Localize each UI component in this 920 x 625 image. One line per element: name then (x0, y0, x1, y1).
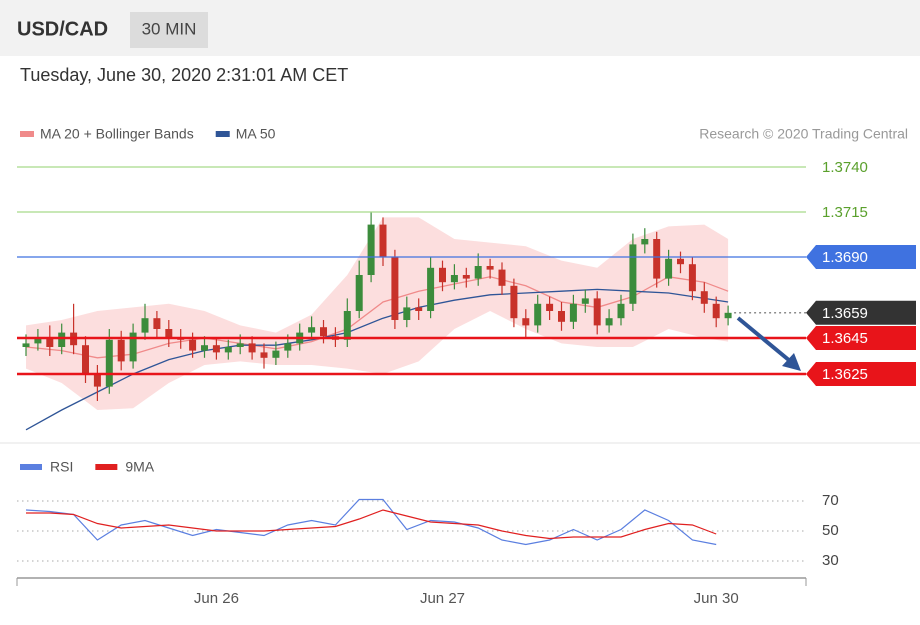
candle-body (355, 275, 363, 311)
candle-body (284, 343, 292, 351)
candle-body (236, 343, 244, 347)
candle-body (641, 239, 649, 245)
candle-body (22, 343, 30, 347)
candle-body (46, 338, 54, 347)
candle-body (617, 303, 625, 319)
candle-body (629, 244, 637, 304)
forecast-arrow (736, 316, 792, 363)
y-tick-label: 70 (822, 492, 839, 509)
candle-body (272, 350, 280, 358)
level-label: 1.3625 (822, 366, 868, 383)
symbol: USD/CAD (17, 18, 108, 40)
legend-swatch (20, 131, 34, 137)
candle-body (427, 267, 435, 311)
candle-body (415, 307, 423, 311)
y-tick-label: 30 (822, 552, 839, 569)
level-tag (806, 300, 916, 325)
candle-body (581, 298, 589, 304)
candle-body (700, 291, 708, 304)
bollinger-band (26, 217, 729, 410)
x-tick-label: Jun 30 (694, 590, 739, 607)
candle-body (189, 339, 197, 351)
candle-body (593, 298, 601, 326)
x-tick-label: Jun 27 (420, 590, 465, 607)
candle-body (712, 303, 720, 319)
candle-body (605, 318, 613, 326)
candle-body (391, 257, 399, 320)
candle-body (439, 267, 446, 283)
candle-body (688, 264, 696, 292)
candle-body (82, 345, 89, 374)
level-tag (806, 326, 916, 350)
candle-body (153, 318, 161, 329)
date: Tuesday, June 30, 2020 2:31:01 AM CET (20, 65, 348, 85)
candle-body (450, 275, 458, 283)
y-tick-label: 50 (822, 522, 839, 539)
legend-label: MA 50 (236, 126, 276, 142)
candle-body (534, 303, 542, 326)
candle-body (34, 338, 42, 344)
candle-body (320, 327, 327, 337)
candle-body (486, 266, 494, 270)
candle-body (260, 352, 268, 358)
level-label: 1.3715 (822, 204, 868, 221)
forecast-arrowhead (782, 353, 801, 371)
level-tag (806, 362, 916, 386)
series-line (26, 509, 717, 540)
candle-body (510, 285, 518, 319)
candle-body (367, 224, 375, 275)
legend-label: MA 20 + Bollinger Bands (40, 126, 194, 142)
candle-body (498, 269, 506, 286)
moving-average (25, 288, 729, 431)
level-label: 1.3740 (822, 159, 868, 176)
x-tick-label: Jun 26 (194, 590, 239, 607)
candle-body (558, 311, 565, 322)
candle-body (665, 258, 673, 279)
candle-body (201, 345, 208, 351)
candle-body (141, 318, 149, 333)
legend-label: 9MA (125, 459, 154, 475)
candle-body (677, 258, 684, 265)
candle-body (165, 329, 173, 338)
candle-body (462, 275, 470, 279)
candle-body (93, 374, 101, 387)
candle-body (653, 239, 661, 279)
legend-swatch (20, 464, 42, 470)
level-label: 1.3645 (822, 330, 868, 347)
source: Research © 2020 Trading Central (699, 126, 908, 142)
candle-body (224, 347, 232, 353)
legend-label: RSI (50, 459, 73, 475)
legend-swatch (215, 131, 230, 137)
candle-body (724, 312, 732, 319)
timeframe: 30 MIN (142, 19, 197, 38)
candle-body (522, 318, 530, 326)
candle-body (117, 339, 125, 362)
candle-body (569, 303, 577, 322)
candle-body (129, 332, 137, 362)
level-label: 1.3659 (822, 305, 868, 322)
candle-body (546, 303, 554, 311)
candle-body (212, 345, 220, 353)
plot: 1.3740 1.3715 1.3690 1.3659 1.3645 1.3625 MA 2… (17, 126, 916, 607)
candle-body (379, 224, 387, 257)
candle-body (58, 332, 66, 347)
candle-body (403, 307, 411, 320)
candle-body (248, 343, 256, 353)
candle-body (343, 311, 351, 340)
candle-body (474, 266, 482, 279)
legend-swatch (95, 464, 118, 470)
series-line (25, 498, 717, 546)
candle-body (105, 339, 113, 387)
level-label: 1.3690 (822, 249, 868, 266)
level-tag (806, 245, 916, 269)
timeframe-box (130, 12, 208, 48)
candle-body (308, 327, 316, 333)
